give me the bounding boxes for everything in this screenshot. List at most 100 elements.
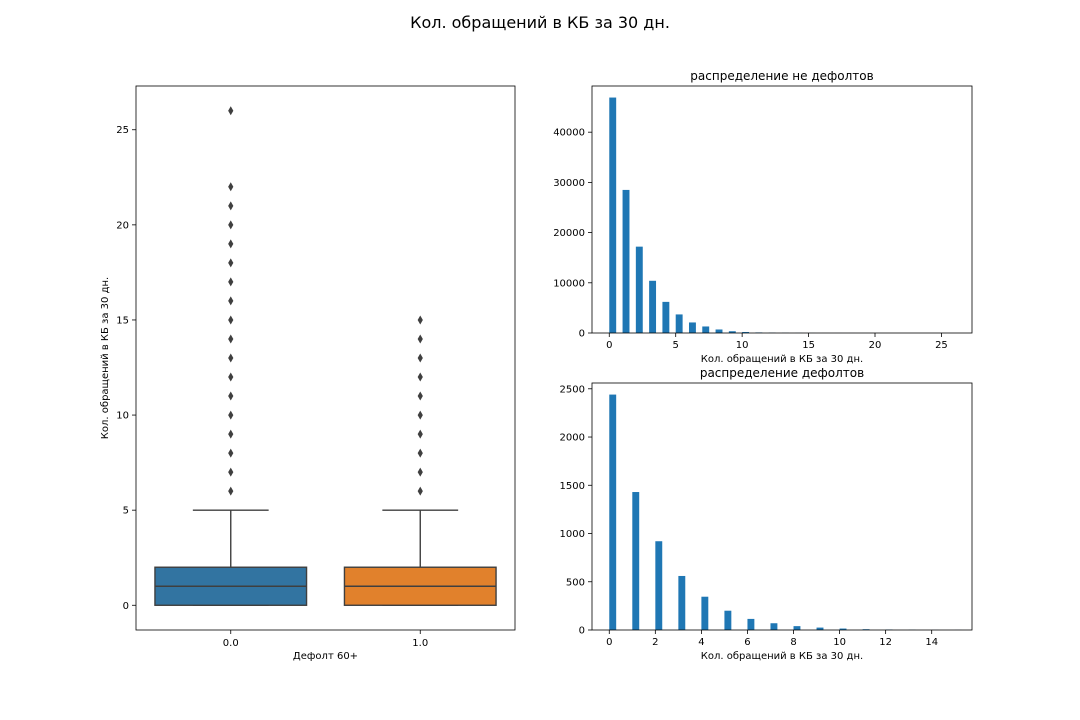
hist-default-y-tick-label: 0 xyxy=(579,626,585,637)
hist-default-bar xyxy=(655,541,663,630)
hist-nondefault-y-tick-label: 0 xyxy=(579,329,585,340)
boxplot-outlier xyxy=(228,239,234,249)
hist-default-bar xyxy=(793,626,801,630)
hist-nondefault-title: распределение не дефолтов xyxy=(690,69,873,83)
boxplot-outlier xyxy=(228,315,234,325)
hist-nondefault-y-tick-label: 30000 xyxy=(553,178,585,189)
boxplot-y-tick-label: 5 xyxy=(123,506,129,517)
boxplot-outlier xyxy=(228,258,234,268)
boxplot-outlier xyxy=(417,410,423,420)
hist-default-x-tick-label: 0 xyxy=(606,637,612,648)
hist-default-x-ticks: 0 2 4 6 8 10 12 14 xyxy=(606,630,938,648)
figure-title: Кол. обращений в КБ за 30 дн. xyxy=(410,13,670,32)
boxplot-outlier xyxy=(228,429,234,439)
hist-default-x-tick-label: 10 xyxy=(833,637,846,648)
boxplot-outlier xyxy=(228,410,234,420)
hist-nondefault-x-tick-label: 20 xyxy=(869,340,882,351)
boxplot-outlier xyxy=(228,448,234,458)
hist-default-x-tick-label: 2 xyxy=(652,637,658,648)
boxplot-outlier xyxy=(228,334,234,344)
hist-nondefault-bar xyxy=(635,246,643,333)
hist-default-y-tick-label: 2500 xyxy=(560,384,585,395)
boxplot-outlier xyxy=(417,372,423,382)
hist-nondefault-x-tick-label: 5 xyxy=(673,340,679,351)
boxplot-outlier xyxy=(417,334,423,344)
boxplot-y-tick-label: 15 xyxy=(116,315,129,326)
hist-default-x-tick-label: 12 xyxy=(879,637,892,648)
hist-nondefault-bar xyxy=(662,301,670,333)
boxplot-x-tick-label: 1.0 xyxy=(412,638,428,649)
boxplot-outlier xyxy=(228,220,234,230)
boxplot-x-label: Дефолт 60+ xyxy=(293,651,358,662)
hist-nondefault-chart: распределение не дефолтов 0 10000 20000 300… xyxy=(553,69,973,365)
boxplot-y-label: Кол. обращений в КБ за 30 дн. xyxy=(100,277,111,439)
hist-default-x-tick-label: 4 xyxy=(698,637,704,648)
hist-nondefault-bars xyxy=(609,97,962,333)
hist-default-y-tick-label: 2000 xyxy=(560,433,585,444)
boxplot-outlier xyxy=(417,315,423,325)
hist-default-y-tick-label: 1500 xyxy=(560,481,585,492)
hist-default-title: распределение дефолтов xyxy=(700,366,864,380)
boxplot-marks xyxy=(154,106,497,606)
hist-nondefault-x-tick-label: 0 xyxy=(606,340,612,351)
hist-default-bar xyxy=(632,492,640,630)
boxplot-outlier xyxy=(417,429,423,439)
boxplot-outlier xyxy=(228,391,234,401)
boxplot-x-ticks: 0.0 1.0 xyxy=(223,630,428,649)
boxplot-outlier xyxy=(228,296,234,306)
hist-nondefault-bar xyxy=(609,97,617,333)
hist-default-bar xyxy=(609,394,617,630)
hist-nondefault-bar xyxy=(702,326,710,333)
hist-nondefault-y-ticks: 0 10000 20000 30000 40000 xyxy=(553,128,592,340)
boxplot-y-tick-label: 0 xyxy=(123,601,129,612)
boxplot-chart: 0 5 10 15 20 25 0.0 1.0 Дефолт 60+ Кол. обраще… xyxy=(100,85,516,662)
hist-default-bar xyxy=(747,618,755,630)
boxplot-axes-frame xyxy=(135,85,516,631)
boxplot-outlier xyxy=(417,467,423,477)
hist-nondefault-y-tick-label: 20000 xyxy=(553,228,585,239)
hist-default-y-tick-label: 500 xyxy=(566,577,585,588)
hist-nondefault-bar xyxy=(675,314,683,333)
hist-default-bar xyxy=(678,575,686,630)
hist-nondefault-bar xyxy=(742,331,750,333)
hist-default-x-label: Кол. обращений в КБ за 30 дн. xyxy=(701,651,863,662)
boxplot-y-ticks: 0 5 10 15 20 25 xyxy=(116,125,136,612)
boxplot-y-tick-label: 10 xyxy=(116,411,129,422)
boxplot-outlier xyxy=(228,201,234,211)
hist-nondefault-bar xyxy=(649,280,657,333)
boxplot-outlier xyxy=(417,391,423,401)
hist-nondefault-bar xyxy=(728,331,736,333)
hist-nondefault-x-ticks: 0 5 10 15 20 25 xyxy=(606,333,948,351)
boxplot-outlier xyxy=(228,106,234,116)
hist-nondefault-axes-frame xyxy=(591,85,973,334)
hist-nondefault-x-tick-label: 10 xyxy=(736,340,749,351)
hist-default-y-ticks: 0 500 1000 1500 2000 2500 xyxy=(560,384,592,637)
boxplot-outlier xyxy=(228,486,234,496)
hist-nondefault-bar xyxy=(715,329,723,333)
boxplot-outlier xyxy=(417,353,423,363)
boxplot-outlier xyxy=(228,182,234,192)
boxplot-outlier xyxy=(228,467,234,477)
hist-default-axes-frame xyxy=(591,382,973,631)
hist-default-y-tick-label: 1000 xyxy=(560,529,585,540)
boxplot-outlier xyxy=(417,448,423,458)
hist-default-bars xyxy=(609,394,962,630)
boxplot-y-tick-label: 20 xyxy=(116,220,129,231)
boxplot-outlier xyxy=(228,353,234,363)
hist-default-x-tick-label: 6 xyxy=(744,637,750,648)
hist-nondefault-bar xyxy=(622,189,630,333)
hist-nondefault-x-label: Кол. обращений в КБ за 30 дн. xyxy=(701,354,863,365)
hist-nondefault-y-tick-label: 10000 xyxy=(553,278,585,289)
boxplot-outlier xyxy=(228,277,234,287)
hist-nondefault-x-tick-label: 25 xyxy=(935,340,948,351)
hist-nondefault-y-tick-label: 40000 xyxy=(553,128,585,139)
hist-default-bar xyxy=(724,610,732,630)
hist-default-bar xyxy=(701,596,709,630)
hist-default-bar xyxy=(770,623,778,630)
hist-default-x-tick-label: 8 xyxy=(790,637,796,648)
hist-default-x-tick-label: 14 xyxy=(925,637,938,648)
hist-nondefault-x-tick-label: 15 xyxy=(802,340,815,351)
hist-default-bar xyxy=(816,627,824,630)
hist-default-chart: распределение дефолтов 0 500 1000 1500 2000 2… xyxy=(560,366,973,662)
